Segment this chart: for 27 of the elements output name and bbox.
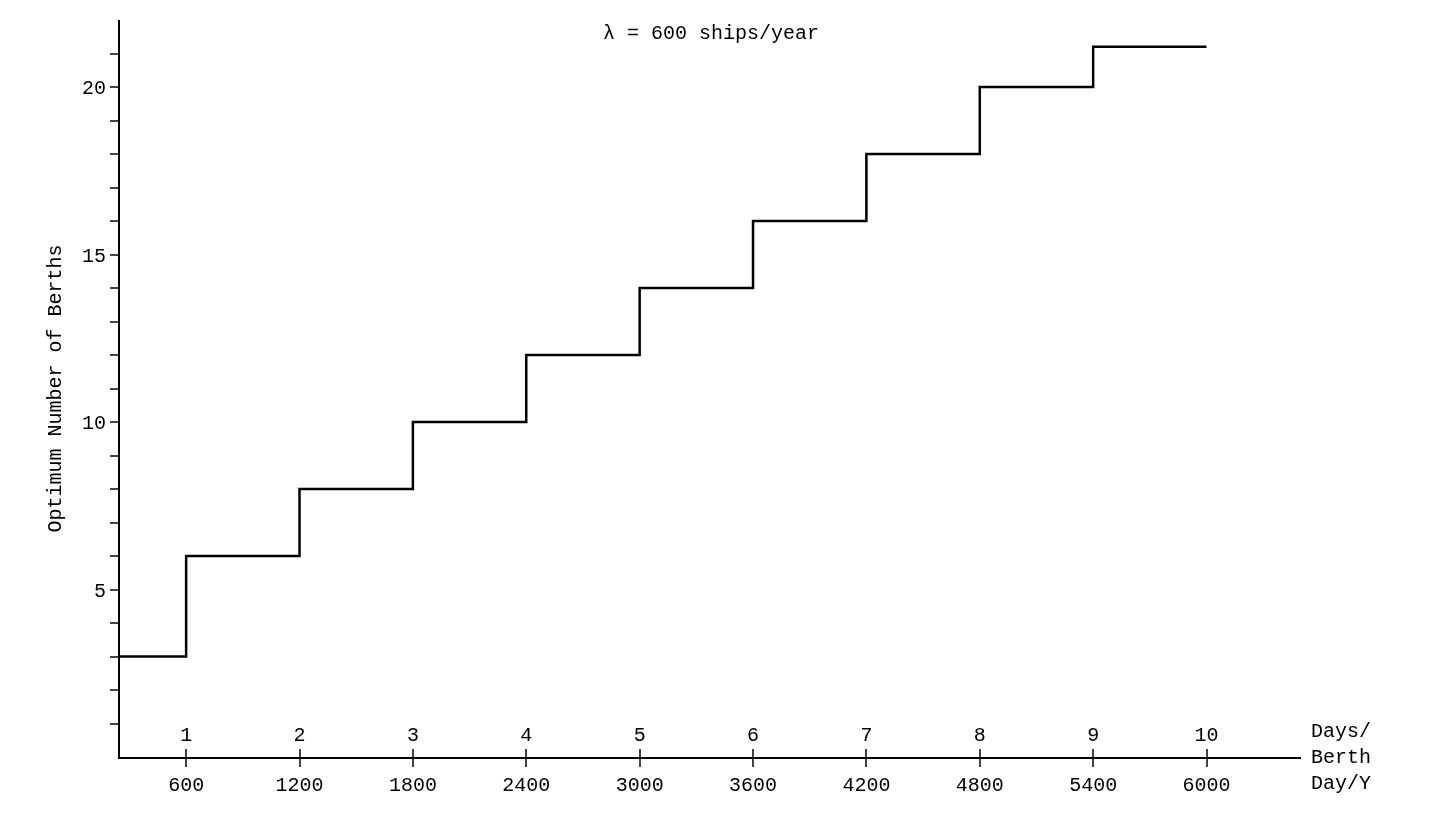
x2-tick-label: 5 [633,724,646,747]
x2-tick-label: 2 [293,724,306,747]
x-axis-title: Days/ Berth Day/Y [1311,720,1372,795]
x-tick-label: 3000 [615,774,664,797]
x2-tick-label: 6 [747,724,760,747]
x-tick-label: 3600 [729,774,778,797]
annotation: λ = 600 ships/year [603,22,820,45]
x2-tick-label: 10 [1194,724,1219,747]
x-tick-label: 1800 [388,774,437,797]
x-tick-label: 4200 [842,774,891,797]
y-tick-label: 15 [81,244,106,268]
x2-tick-label: 9 [1087,724,1100,747]
x-tick-label: 2400 [502,774,551,797]
x-tick-label: 600 [168,774,205,797]
x-tick-label: 4800 [955,774,1004,797]
x2-tick-label: 4 [520,724,533,747]
y-tick-label: 10 [81,412,106,435]
x2-tick-label: 7 [860,724,873,747]
x2-tick-label: 8 [973,724,986,747]
x-tick-label: 6000 [1182,774,1231,797]
x2-tick-label: 1 [180,724,193,747]
x-tick-label: 1200 [275,774,324,797]
x-tick-label: 5400 [1069,774,1118,797]
y-tick-label: 20 [81,77,106,100]
y-tick-label: 5 [93,579,106,603]
x2-tick-label: 3 [406,724,419,747]
y-axis-title: Optimum Number of Berths [43,244,67,533]
